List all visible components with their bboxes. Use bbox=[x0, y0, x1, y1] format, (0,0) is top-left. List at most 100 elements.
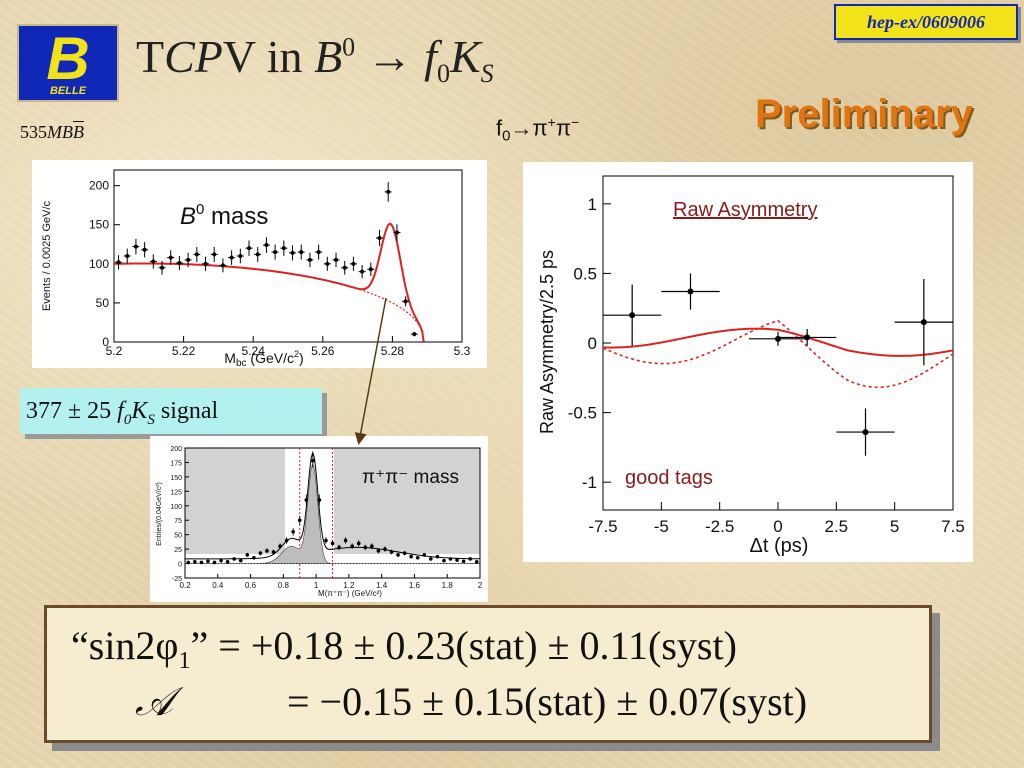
mbc-xtick-label: 5.3 bbox=[454, 344, 471, 358]
pipi-ytick-label: -25 bbox=[172, 576, 182, 583]
mbc-xtick-label: 5.22 bbox=[172, 344, 196, 358]
pipi-ytick-label: 0 bbox=[178, 562, 182, 569]
result-acp: 𝒜 bbox=[135, 678, 173, 725]
asym-data-point bbox=[629, 312, 636, 319]
mbc-data-point bbox=[281, 246, 286, 251]
pipi-data-point bbox=[232, 557, 236, 561]
title-b: B bbox=[314, 31, 343, 82]
mbc-xlabel: Mbc (GeV/c2) bbox=[224, 349, 303, 368]
asym-xtick-label: -5 bbox=[654, 517, 669, 536]
pipi-data-point bbox=[324, 538, 328, 543]
pipi-plot: 0.2 0.4 0.6 0.8 1 1.2 1.4 1.6 1.8 2 -25 0 25 50 75 100 1… bbox=[156, 446, 483, 598]
mbc-data-point bbox=[194, 252, 199, 257]
pipi-data-point bbox=[284, 538, 289, 543]
pipi-data-point bbox=[311, 458, 315, 463]
asym-xtick-label: 5 bbox=[890, 517, 899, 536]
signal-count: 377 ± 25 bbox=[26, 398, 118, 424]
pipi-data-point bbox=[337, 545, 341, 550]
arxiv-reference-badge: hep-ex/0609006 bbox=[834, 4, 1018, 40]
asym-ytick-label: 0 bbox=[588, 334, 597, 353]
mbc-data-point bbox=[394, 230, 399, 235]
pipi-data-point bbox=[376, 549, 381, 553]
mbc-background-fit bbox=[114, 262, 425, 343]
pipi-data-point bbox=[442, 558, 446, 563]
sin2phi1-sub: 1 bbox=[178, 648, 191, 674]
mbc-data-point bbox=[203, 261, 208, 266]
pipi-data-point bbox=[402, 551, 407, 555]
mode-f: f bbox=[496, 115, 503, 141]
pipi-ytick-label: 25 bbox=[174, 547, 182, 554]
pipi-ytick-label: 100 bbox=[170, 504, 182, 511]
pipi-data-point bbox=[409, 554, 413, 559]
asym-fit-dotted bbox=[602, 319, 954, 389]
pipi-data-point bbox=[278, 544, 282, 549]
pipi-data-point bbox=[291, 529, 295, 534]
mbc-data-point bbox=[273, 250, 278, 255]
asym-ytick-label: -1 bbox=[582, 473, 597, 492]
asym-data-point bbox=[775, 335, 781, 342]
asym-data-point bbox=[862, 429, 869, 436]
asym-xtick-label: -7.5 bbox=[588, 517, 617, 536]
signal-suffix: signal bbox=[154, 398, 219, 424]
mbc-data-point bbox=[360, 269, 365, 274]
pipi-data-point bbox=[219, 558, 223, 563]
asym-data-point bbox=[687, 288, 694, 295]
pipi-data-point bbox=[356, 541, 361, 546]
mbc-data-point bbox=[133, 244, 138, 249]
pipi-data-point bbox=[297, 518, 302, 523]
pipi-ytick-label: 200 bbox=[170, 446, 182, 453]
mbc-data-point bbox=[342, 265, 347, 270]
mbc-data-point bbox=[125, 254, 130, 258]
asym-ytick-label: 1 bbox=[588, 195, 597, 214]
pipi-xtick-label: 2 bbox=[478, 581, 483, 590]
mbc-data-point bbox=[403, 299, 408, 304]
mbc-frame bbox=[113, 169, 463, 343]
mbc-data-point bbox=[220, 263, 225, 268]
pipi-data-point bbox=[258, 551, 263, 555]
pipi-ytick-label: 125 bbox=[170, 489, 182, 496]
pipi-data-point bbox=[383, 547, 387, 551]
signal-yield-box: 377 ± 25 f0KS signal bbox=[20, 388, 322, 434]
mode-pi1-sup: + bbox=[547, 114, 556, 130]
mbc-data-point bbox=[412, 332, 417, 337]
mbc-ylabel: Events / 0.0025 GeV/c bbox=[41, 200, 53, 311]
mbc-xtick-label: 5.26 bbox=[311, 344, 335, 358]
mbc-plot: 5.2 5.22 5.24 5.26 5.28 5.3 0 50 100 150 200 B0 ma… bbox=[41, 169, 471, 369]
title-arrow: → bbox=[355, 31, 425, 82]
pipi-data-point bbox=[330, 541, 335, 546]
mbc-data-point bbox=[316, 250, 321, 255]
sin2phi1-value: = +0.18 ± 0.23(stat) ± 0.11(syst) bbox=[208, 623, 737, 668]
pipi-data-point bbox=[252, 555, 256, 560]
asym-xtick-label: -2.5 bbox=[705, 517, 734, 536]
pipi-xtick-label: 1 bbox=[314, 581, 319, 590]
pipi-xlabel: M(π⁺π⁻) (GeV/c²) bbox=[318, 589, 382, 598]
luminosity-label: 535MBB bbox=[20, 122, 84, 143]
pipi-ytick-label: 175 bbox=[170, 460, 182, 467]
title-k-sub: S bbox=[480, 59, 494, 89]
preliminary-label: Preliminary bbox=[755, 92, 973, 136]
mbc-ytick-label: 50 bbox=[96, 296, 110, 310]
pipi-data-point bbox=[468, 557, 472, 561]
pipi-data-point bbox=[265, 549, 269, 553]
lum-number: 535 bbox=[20, 122, 47, 142]
mode-pi2: π bbox=[555, 115, 572, 141]
pipi-xtick-label: 1.4 bbox=[376, 581, 388, 590]
lum-mb: MB bbox=[47, 122, 73, 142]
asym-xlabel: Δt (ps) bbox=[750, 535, 809, 557]
title-f-sub: 0 bbox=[436, 59, 450, 89]
pipi-xtick-label: 0.8 bbox=[278, 581, 290, 590]
pipi-data-point bbox=[206, 559, 210, 564]
sin2phi1-close: ” bbox=[190, 623, 209, 668]
mbc-data-point bbox=[186, 257, 191, 262]
pipi-data-point bbox=[389, 550, 394, 554]
asym-good-tags: good tags bbox=[625, 467, 713, 489]
mbc-data-point bbox=[325, 261, 330, 266]
mbc-ytick-label: 150 bbox=[89, 218, 109, 232]
pipi-data-point bbox=[455, 558, 459, 562]
asym-xtick-label: 7.5 bbox=[941, 517, 965, 536]
title-f: f bbox=[424, 31, 437, 82]
title-cp: CP bbox=[164, 31, 223, 82]
belle-logo-letter: B bbox=[46, 25, 90, 92]
pipi-data-point bbox=[461, 559, 466, 564]
pipi-data-point bbox=[317, 498, 322, 502]
